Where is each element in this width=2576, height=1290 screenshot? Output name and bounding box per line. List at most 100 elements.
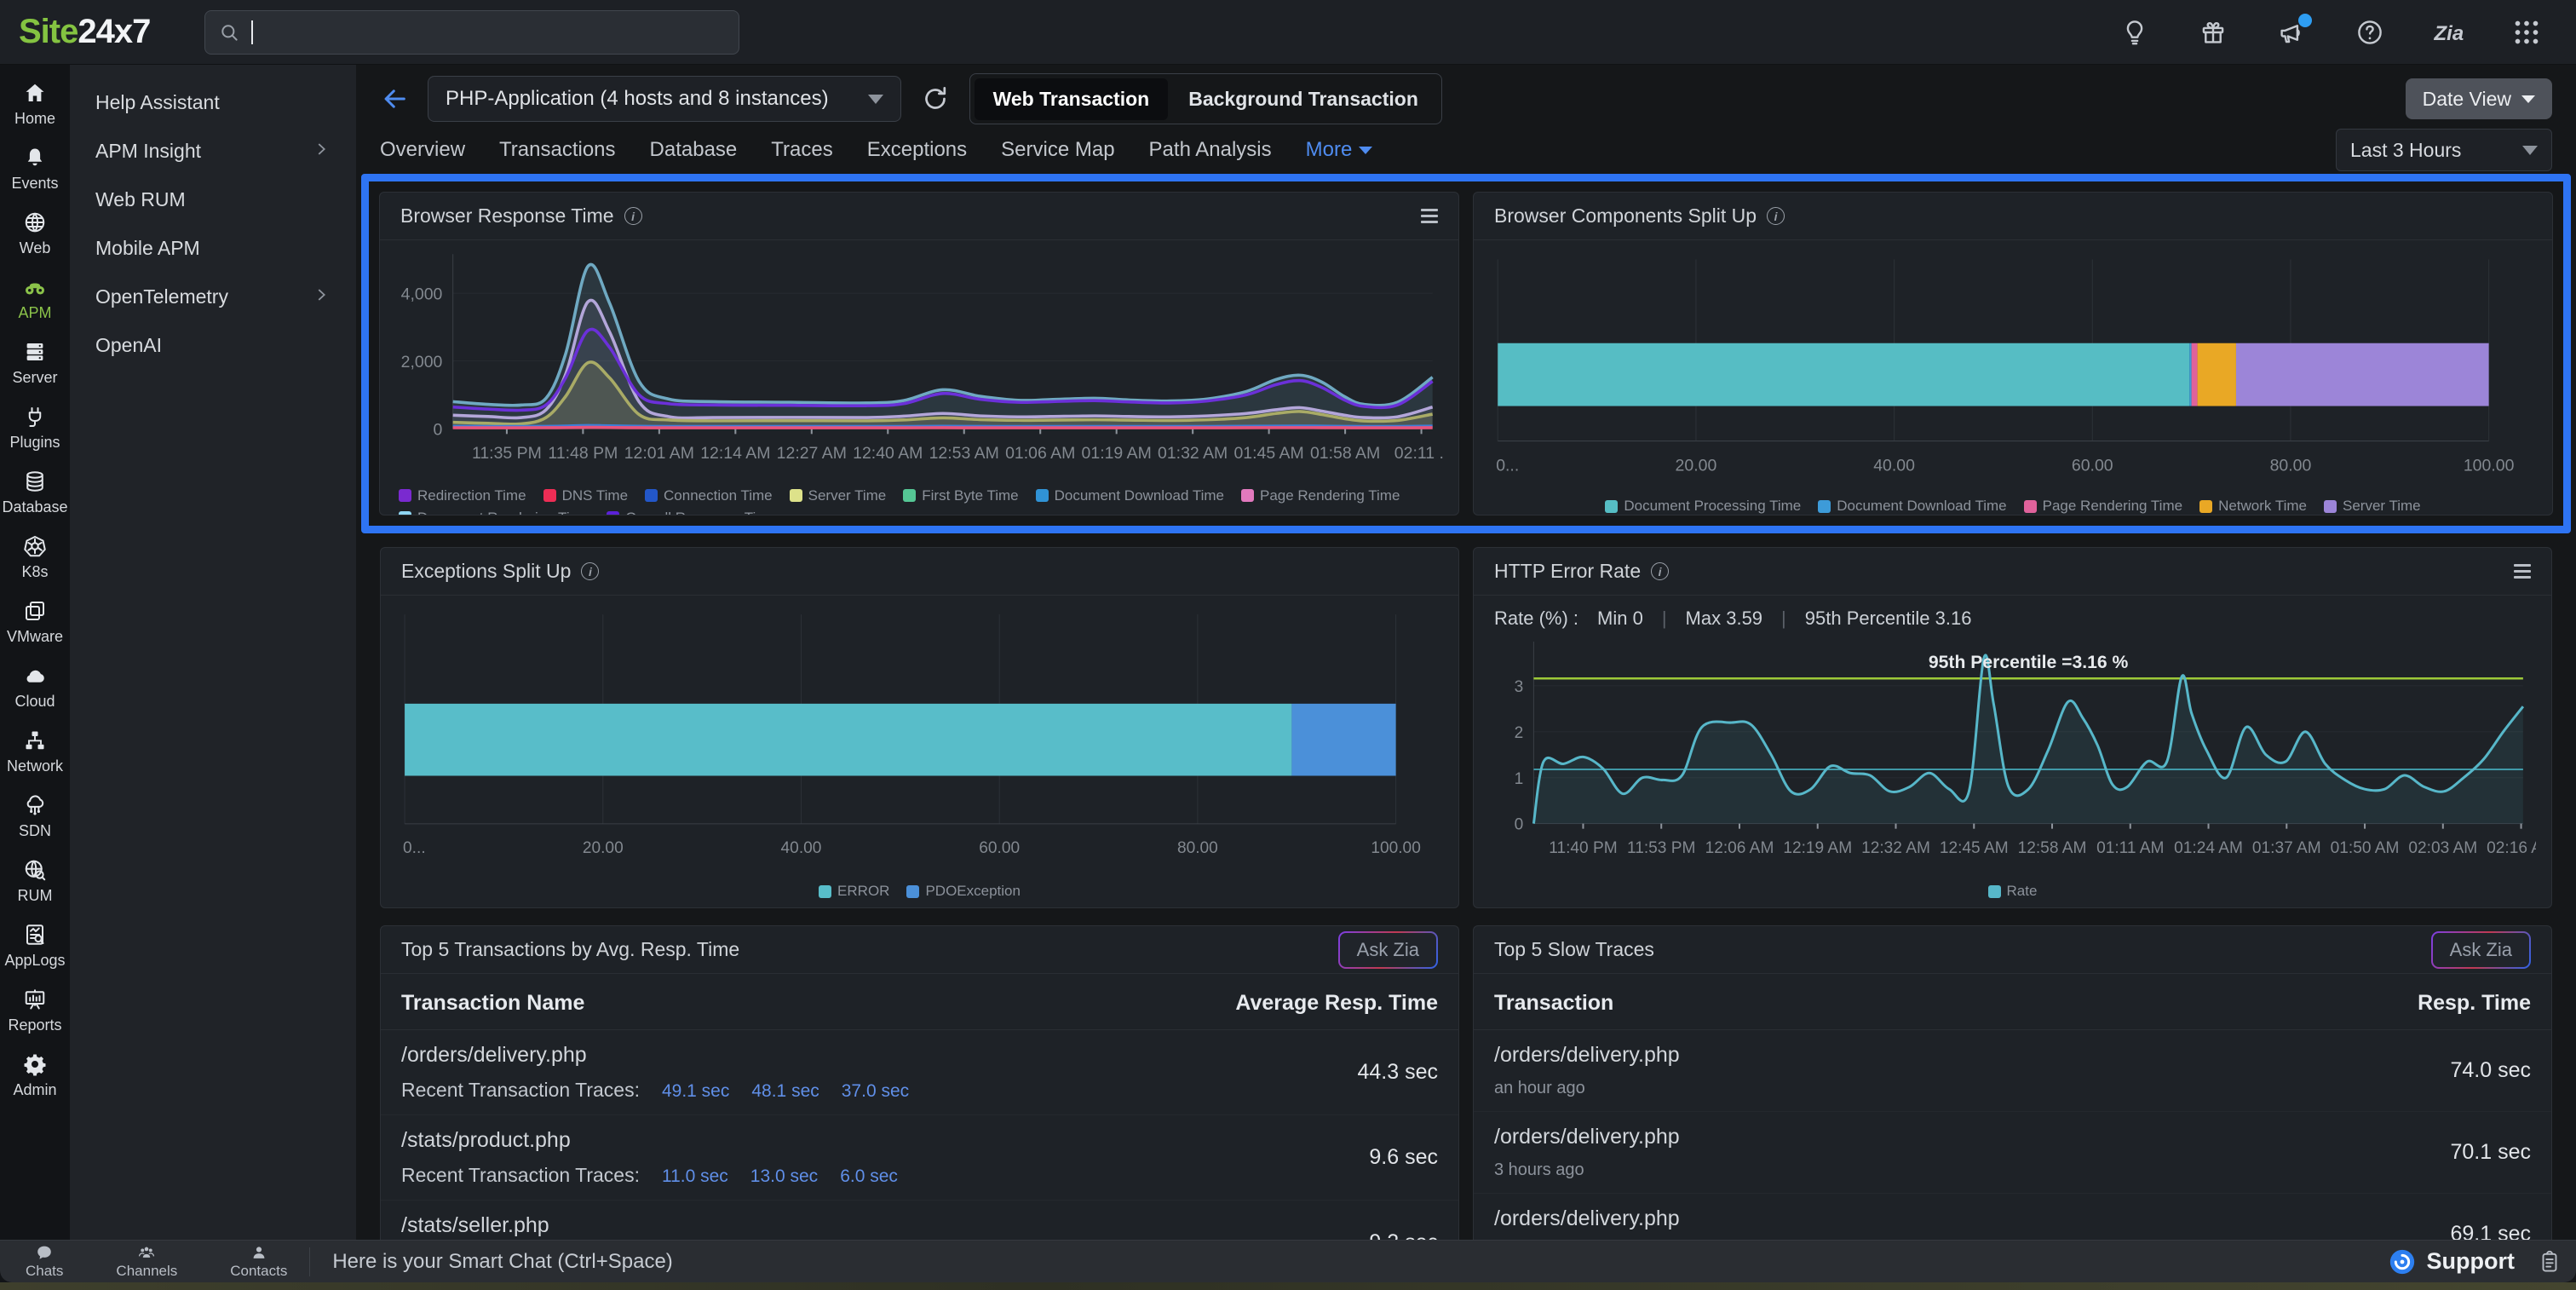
legend-item[interactable]: First Byte Time bbox=[903, 487, 1018, 504]
legend-item[interactable]: Redirection Time bbox=[399, 487, 526, 504]
support-button[interactable]: Support bbox=[2388, 1247, 2515, 1276]
bulb-icon[interactable] bbox=[2119, 17, 2150, 48]
chart-menu-icon[interactable] bbox=[2514, 564, 2531, 579]
sidebar-item-plugins[interactable]: Plugins bbox=[0, 395, 70, 460]
sidebar-item-events[interactable]: Events bbox=[0, 136, 70, 201]
announcement-icon[interactable] bbox=[2276, 17, 2307, 48]
sidebar-item-rum[interactable]: RUM bbox=[0, 849, 70, 913]
table-row[interactable]: /orders/delivery.phpan hour ago74.0 sec bbox=[1474, 1030, 2551, 1112]
sidebar-item-vmware[interactable]: VMware bbox=[0, 590, 70, 654]
trace-link[interactable]: 13.0 sec bbox=[750, 1166, 818, 1187]
http-error-rate-chart[interactable]: 012311:40 PM11:53 PM12:06 AM12:19 AM12:3… bbox=[1474, 630, 2551, 881]
info-icon[interactable]: i bbox=[624, 207, 642, 225]
transaction-name[interactable]: /orders/delivery.php bbox=[1494, 1125, 1680, 1149]
tab-database[interactable]: Database bbox=[650, 138, 738, 162]
sidebar-item-server[interactable]: Server bbox=[0, 331, 70, 395]
info-icon[interactable]: i bbox=[1651, 562, 1669, 580]
search-input[interactable] bbox=[263, 20, 727, 44]
legend-item[interactable]: Document Download Time bbox=[1036, 487, 1224, 504]
submenu-item-help-assistant[interactable]: Help Assistant bbox=[70, 78, 356, 127]
help-icon[interactable] bbox=[2355, 17, 2385, 48]
site24x7-logo[interactable]: Site24x7 bbox=[19, 13, 150, 51]
chart-menu-icon[interactable] bbox=[1421, 209, 1438, 223]
legend-item[interactable]: Server Time bbox=[2324, 498, 2421, 515]
submenu-item-web-rum[interactable]: Web RUM bbox=[70, 176, 356, 224]
tab-service-map[interactable]: Service Map bbox=[1001, 138, 1114, 162]
smart-chat-text[interactable]: Here is your Smart Chat (Ctrl+Space) bbox=[332, 1250, 672, 1274]
tab-traces[interactable]: Traces bbox=[771, 138, 832, 162]
exceptions-split-chart[interactable]: 0...20.0040.0060.0080.00100.00 bbox=[381, 596, 1458, 881]
tab-transactions[interactable]: Transactions bbox=[499, 138, 616, 162]
legend-item[interactable]: Connection Time bbox=[645, 487, 773, 504]
submenu-item-apm-insight[interactable]: APM Insight bbox=[70, 127, 356, 176]
global-search[interactable] bbox=[204, 10, 739, 55]
sidebar-item-web[interactable]: Web bbox=[0, 201, 70, 266]
date-view-button[interactable]: Date View bbox=[2406, 78, 2552, 119]
trace-link[interactable]: 49.1 sec bbox=[662, 1081, 729, 1102]
legend-item[interactable]: Overall Response Time bbox=[607, 510, 776, 515]
transaction-name[interactable]: /orders/delivery.php bbox=[401, 1043, 909, 1068]
sidebar-item-network[interactable]: Network bbox=[0, 719, 70, 784]
browser-response-time-chart[interactable]: 02,0004,00011:35 PM11:48 PM12:01 AM12:14… bbox=[380, 240, 1458, 486]
legend-item[interactable]: Network Time bbox=[2199, 498, 2307, 515]
tab-background-transaction[interactable]: Background Transaction bbox=[1170, 78, 1437, 120]
monitor-selector[interactable]: PHP-Application (4 hosts and 8 instances… bbox=[428, 76, 901, 122]
legend-item[interactable]: Document Processing Time bbox=[1605, 498, 1801, 515]
ask-zia-button[interactable]: Ask Zia bbox=[2431, 931, 2531, 969]
sidebar-item-label: Events bbox=[11, 175, 58, 193]
sidebar-item-home[interactable]: Home bbox=[0, 72, 70, 136]
trace-link[interactable]: 48.1 sec bbox=[751, 1081, 819, 1102]
table-row[interactable]: /orders/delivery.phpRecent Transaction T… bbox=[381, 1030, 1458, 1115]
legend-item[interactable]: DNS Time bbox=[543, 487, 628, 504]
sidebar-item-k8s[interactable]: K8s bbox=[0, 525, 70, 590]
transaction-name[interactable]: /orders/delivery.php bbox=[1494, 1043, 1680, 1068]
table-row[interactable]: /stats/product.phpRecent Transaction Tra… bbox=[381, 1115, 1458, 1201]
sidebar-item-cloud[interactable]: Cloud bbox=[0, 654, 70, 719]
submenu-item-openai[interactable]: OpenAI bbox=[70, 321, 356, 370]
tab-label: Overview bbox=[380, 138, 465, 162]
trace-link[interactable]: 37.0 sec bbox=[842, 1081, 909, 1102]
refresh-icon[interactable] bbox=[920, 84, 951, 114]
legend-item[interactable]: Document Download Time bbox=[1818, 498, 2006, 515]
bottombar-item-channels[interactable]: Channels bbox=[116, 1243, 177, 1280]
transaction-name[interactable]: /stats/seller.php bbox=[401, 1213, 879, 1238]
tab-more[interactable]: More bbox=[1306, 138, 1373, 162]
gift-icon[interactable] bbox=[2198, 17, 2228, 48]
table-row[interactable]: /orders/delivery.php3 hours ago70.1 sec bbox=[1474, 1112, 2551, 1194]
sidebar-item-reports[interactable]: Reports bbox=[0, 978, 70, 1043]
legend-item[interactable]: ERROR bbox=[819, 883, 889, 900]
legend-item[interactable]: Document Rendering Time bbox=[399, 510, 589, 515]
sidebar-item-admin[interactable]: Admin bbox=[0, 1043, 70, 1108]
apps-grid-icon[interactable] bbox=[2511, 17, 2542, 48]
trace-link[interactable]: 6.0 sec bbox=[840, 1166, 898, 1187]
sidebar-item-sdn[interactable]: SDN bbox=[0, 784, 70, 849]
bottombar-item-contacts[interactable]: Contacts bbox=[230, 1243, 287, 1280]
legend-item[interactable]: Server Time bbox=[790, 487, 887, 504]
tab-path-analysis[interactable]: Path Analysis bbox=[1149, 138, 1272, 162]
bottombar-item-chats[interactable]: Chats bbox=[26, 1243, 63, 1280]
tab-web-transaction[interactable]: Web Transaction bbox=[975, 78, 1169, 120]
transaction-name[interactable]: /orders/delivery.php bbox=[1494, 1206, 1680, 1231]
legend-item[interactable]: PDOException bbox=[906, 883, 1021, 900]
trace-link[interactable]: 11.0 sec bbox=[662, 1166, 728, 1187]
sidebar-item-applogs[interactable]: AppLogs bbox=[0, 913, 70, 978]
sidebar-item-apm[interactable]: APM bbox=[0, 266, 70, 331]
info-icon[interactable]: i bbox=[581, 562, 599, 580]
submenu-item-mobile-apm[interactable]: Mobile APM bbox=[70, 224, 356, 273]
tab-exceptions[interactable]: Exceptions bbox=[867, 138, 967, 162]
ask-zia-button[interactable]: Ask Zia bbox=[1338, 931, 1438, 969]
browser-components-chart[interactable]: 0...20.0040.0060.0080.00100.00 bbox=[1474, 240, 2552, 496]
info-icon[interactable]: i bbox=[1767, 207, 1785, 225]
transaction-name[interactable]: /stats/product.php bbox=[401, 1128, 898, 1153]
time-range-select[interactable]: Last 3 Hours bbox=[2336, 129, 2552, 171]
back-arrow-icon[interactable] bbox=[380, 84, 409, 113]
stat-value: 95th Percentile 3.16 bbox=[1805, 608, 1972, 630]
sidebar-item-database[interactable]: Database bbox=[0, 460, 70, 525]
clipboard-icon[interactable] bbox=[2537, 1249, 2562, 1275]
legend-item[interactable]: Page Rendering Time bbox=[1241, 487, 1400, 504]
submenu-item-opentelemetry[interactable]: OpenTelemetry bbox=[70, 273, 356, 321]
legend-item[interactable]: Page Rendering Time bbox=[2024, 498, 2182, 515]
tab-overview[interactable]: Overview bbox=[380, 138, 465, 162]
legend-item[interactable]: Rate bbox=[1988, 883, 2038, 900]
zia-icon[interactable]: Zia bbox=[2433, 17, 2464, 48]
